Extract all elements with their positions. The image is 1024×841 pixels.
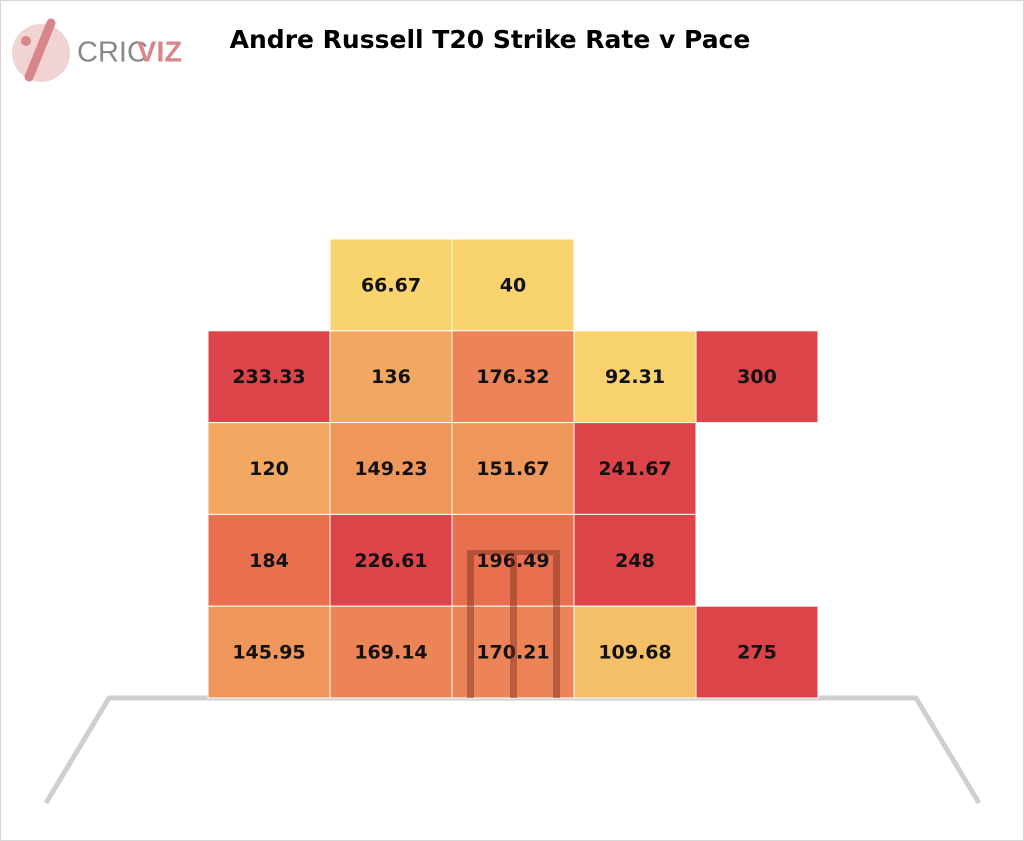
pitch-outline bbox=[43, 695, 982, 805]
heat-cell bbox=[329, 238, 453, 332]
logo-ball bbox=[21, 36, 31, 46]
cell-label: 66.67 bbox=[361, 274, 421, 296]
heat-cell bbox=[207, 513, 331, 607]
cell-label: 109.68 bbox=[598, 642, 671, 664]
heat-cell bbox=[573, 605, 697, 699]
heat-cell bbox=[329, 605, 453, 699]
heat-cell bbox=[207, 605, 331, 699]
chart-title: Andre Russell T20 Strike Rate v Pace bbox=[230, 25, 751, 54]
cell-label: 92.31 bbox=[605, 366, 665, 388]
cell-label: 176.32 bbox=[476, 366, 549, 388]
heat-cell bbox=[573, 422, 697, 515]
cell-label: 136 bbox=[371, 366, 411, 388]
heat-cell bbox=[329, 513, 453, 607]
heat-cell bbox=[573, 513, 697, 607]
cell-label: 149.23 bbox=[354, 458, 427, 480]
stumps bbox=[467, 550, 560, 698]
cell-label: 169.14 bbox=[354, 642, 427, 664]
stump bbox=[553, 553, 560, 698]
cell-label: 233.33 bbox=[232, 366, 305, 388]
stump bbox=[467, 553, 474, 698]
heat-cell bbox=[451, 238, 575, 332]
heat-cell bbox=[451, 330, 575, 424]
heat-cell bbox=[329, 330, 453, 424]
logo-text-b: VIZ bbox=[137, 37, 182, 69]
heat-cell bbox=[329, 422, 453, 515]
heat-cell bbox=[451, 605, 575, 699]
bails bbox=[467, 550, 560, 555]
cell-label: 184 bbox=[249, 550, 289, 572]
cell-label: 275 bbox=[737, 642, 777, 664]
stump bbox=[510, 553, 517, 698]
logo-text-a: CRIC bbox=[77, 37, 148, 69]
heat-cell bbox=[451, 422, 575, 515]
logo: CRIC VIZ bbox=[12, 18, 182, 82]
cell-label: 241.67 bbox=[598, 458, 671, 480]
heat-cell bbox=[207, 422, 331, 515]
heat-cell bbox=[573, 330, 697, 424]
cell-label: 120 bbox=[249, 458, 289, 480]
cell-label: 40 bbox=[500, 274, 526, 296]
logo-bat bbox=[24, 18, 56, 82]
cell-label: 151.67 bbox=[476, 458, 549, 480]
cells: 66.67 40 233.33 136 176.32 92.31 300 120 149.23 1… bbox=[207, 238, 819, 699]
cell-label: 145.95 bbox=[232, 642, 305, 664]
cell-label: 248 bbox=[615, 550, 655, 572]
heat-cell bbox=[695, 605, 819, 699]
heat-cell bbox=[451, 513, 575, 607]
cell-label: 226.61 bbox=[354, 550, 427, 572]
cell-label: 196.49 bbox=[476, 550, 549, 572]
cell-label: 170.21 bbox=[476, 642, 549, 664]
heat-cell bbox=[695, 330, 819, 424]
cell-label: 300 bbox=[737, 366, 777, 388]
